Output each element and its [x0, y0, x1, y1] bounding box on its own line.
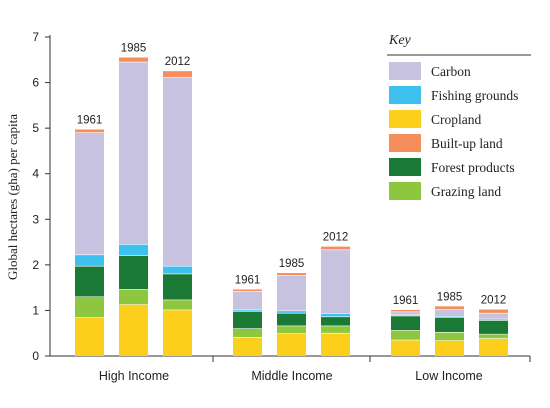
bar-segment-built-up-land	[479, 309, 508, 314]
group-label: Middle Income	[251, 369, 332, 383]
legend-swatch	[389, 86, 421, 104]
labels: 1961 1985 2012 1961 1985 2012 1961 1985 2012 High…	[77, 43, 507, 383]
bar-segment-fishing-grounds	[75, 254, 104, 267]
bar-segment-carbon	[277, 275, 306, 311]
bar-segment-carbon	[321, 249, 350, 314]
bar-segment-cropland	[479, 338, 508, 356]
legend-swatch	[389, 110, 421, 128]
legend-entry-label: Fishing grounds	[431, 88, 518, 103]
legend-entry-label: Carbon	[431, 64, 471, 79]
bar-segment-forest-products	[321, 316, 350, 326]
bar-segment-grazing-land	[321, 325, 350, 334]
y-tick-label: 2	[32, 258, 39, 272]
y-tick-label: 3	[32, 212, 39, 226]
y-tick-label: 7	[32, 30, 39, 44]
y-tick-label: 4	[32, 167, 39, 181]
bar-segment-built-up-land	[119, 57, 148, 63]
bar-segment-forest-products	[163, 273, 192, 300]
bar-segment-carbon	[435, 309, 464, 317]
y-axis-title: Global hectares (gha) per capita	[5, 114, 20, 280]
bar-segment-grazing-land	[163, 299, 192, 310]
bar-segment-grazing-land	[233, 328, 262, 338]
bar-segment-forest-products	[479, 320, 508, 335]
bar-segment-built-up-land	[435, 306, 464, 310]
bar-segment-grazing-land	[277, 325, 306, 334]
legend-swatch	[389, 62, 421, 80]
bar-segment-carbon	[75, 132, 104, 255]
bar-year-label: 1985	[279, 258, 305, 270]
bar-segment-fishing-grounds	[435, 316, 464, 318]
bar-year-label: 1985	[121, 43, 147, 55]
legend-swatch	[389, 182, 421, 200]
bar-segment-forest-products	[277, 313, 306, 326]
group-label: High Income	[99, 369, 169, 383]
bar-segment-cropland	[163, 309, 192, 356]
legend-entry-label: Built-up land	[431, 136, 503, 151]
legend-entry-label: Grazing land	[431, 184, 501, 199]
bar-segment-fishing-grounds	[479, 319, 508, 321]
legend-entry-label: Forest products	[431, 160, 515, 175]
bar-segment-fishing-grounds	[233, 309, 262, 312]
bar-segment-built-up-land	[75, 129, 104, 133]
bar-segment-fishing-grounds	[277, 310, 306, 314]
y-tick-label: 6	[32, 76, 39, 90]
y-tick-label: 5	[32, 121, 39, 135]
bar-segment-built-up-land	[163, 71, 192, 78]
bar-segment-fishing-grounds	[163, 266, 192, 274]
bar-segment-cropland	[321, 333, 350, 356]
bar-segment-carbon	[391, 311, 420, 315]
bar-year-label: 1961	[393, 295, 419, 307]
bar-segment-carbon	[233, 291, 262, 310]
y-tick-label: 1	[32, 303, 39, 317]
bar-segment-cropland	[435, 340, 464, 356]
bar-segment-forest-products	[435, 317, 464, 333]
bar-segment-grazing-land	[75, 296, 104, 318]
legend: Key Carbon Fishing grounds Cropland Built-up…	[387, 33, 531, 200]
bar-year-label: 1961	[235, 274, 261, 286]
bar-segment-fishing-grounds	[321, 313, 350, 317]
bar-year-label: 2012	[165, 56, 191, 68]
bar-segment-forest-products	[233, 311, 262, 329]
bar-segment-carbon	[479, 313, 508, 320]
bar-segment-grazing-land	[119, 289, 148, 305]
bar-segment-built-up-land	[321, 246, 350, 250]
y-tick-label: 0	[32, 349, 39, 363]
bar-year-label: 2012	[323, 232, 349, 244]
bar-year-label: 1961	[77, 115, 103, 127]
bar-segment-cropland	[75, 317, 104, 356]
bar-year-label: 2012	[481, 295, 507, 307]
bar-segment-grazing-land	[479, 334, 508, 339]
bar-segment-grazing-land	[391, 330, 420, 341]
bar-segment-carbon	[119, 62, 148, 245]
bar-segment-built-up-land	[277, 273, 306, 276]
y-axis-label-layer: Global hectares (gha) per capita	[5, 114, 20, 280]
bar-segment-fishing-grounds	[119, 244, 148, 256]
bar-segment-grazing-land	[435, 332, 464, 341]
bar-segment-cropland	[277, 333, 306, 356]
bar-segment-built-up-land	[233, 289, 262, 292]
legend-swatch	[389, 158, 421, 176]
legend-swatch	[389, 134, 421, 152]
bar-segment-cropland	[119, 304, 148, 356]
bar-segment-forest-products	[75, 266, 104, 297]
bar-segment-built-up-land	[391, 309, 420, 312]
bars	[75, 57, 508, 356]
bar-year-label: 1985	[437, 291, 463, 303]
legend-entry-label: Cropland	[431, 112, 481, 127]
bar-segment-forest-products	[119, 255, 148, 290]
bar-segment-cropland	[233, 337, 262, 356]
bar-segment-fishing-grounds	[391, 314, 420, 316]
group-label: Low Income	[415, 369, 482, 383]
bar-segment-cropland	[391, 340, 420, 356]
bar-segment-forest-products	[391, 315, 420, 331]
bar-segment-carbon	[163, 77, 192, 267]
legend-title: Key	[388, 33, 412, 48]
